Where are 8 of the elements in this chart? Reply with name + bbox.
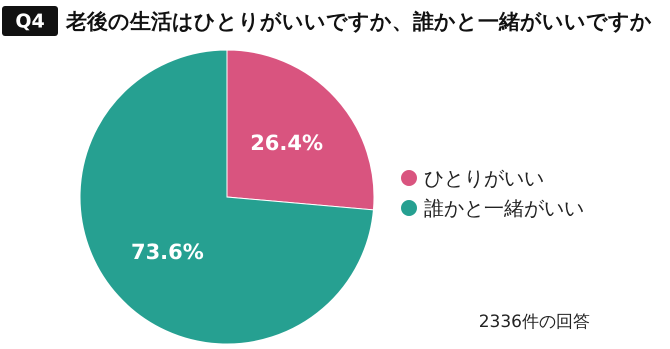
pie-slice <box>80 50 374 344</box>
text: 2336件の回答 <box>478 312 590 332</box>
text: Q4 <box>15 10 45 33</box>
legend-label: ひとりがいい <box>424 166 544 190</box>
legend-label: 誰かと一緒がいい <box>424 196 584 220</box>
chart-title: 老後の生活はひとりがいいですか、誰かと一緒がいいですか <box>65 9 652 34</box>
data-label: 26.4% <box>250 130 324 155</box>
data-label: 73.6% <box>130 240 204 264</box>
